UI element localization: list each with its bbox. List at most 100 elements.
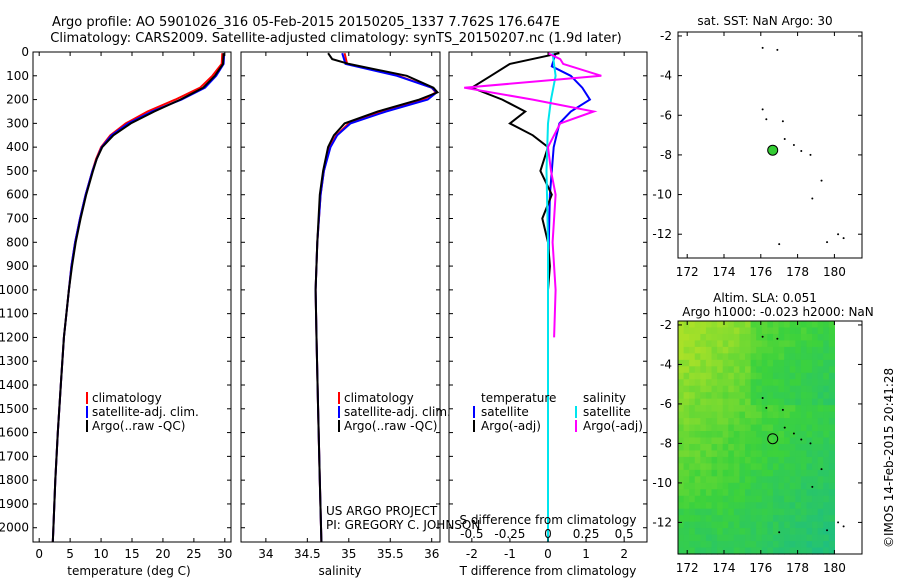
sla-cell (800, 372, 808, 380)
sla-cell (784, 431, 791, 439)
sla-cell (800, 379, 808, 387)
sla-cell (784, 482, 791, 490)
sla-cell (694, 392, 701, 400)
sla-cell (789, 411, 796, 419)
y-tick-label: 1400 (0, 378, 29, 392)
sla-cell (767, 521, 774, 529)
sla-cell (683, 340, 690, 348)
sla-cell (784, 405, 791, 413)
sla-cell (812, 346, 819, 354)
sla-cell (828, 469, 835, 477)
sla-cell (800, 398, 808, 406)
sla-cell (823, 405, 830, 413)
sla-cell (705, 547, 713, 555)
sla-cell (683, 398, 690, 406)
sla-cell (728, 405, 735, 413)
sla-cell (772, 469, 780, 477)
sla-cell (806, 346, 813, 354)
sla-cell (806, 398, 813, 406)
sla-cell (828, 340, 835, 348)
sla-cell (756, 359, 763, 367)
sla-cell (784, 456, 791, 464)
sla-cell (817, 508, 824, 516)
sla-cell (694, 327, 701, 335)
sla-cell (789, 359, 796, 367)
sla-cell (772, 379, 780, 387)
sla-cell (733, 502, 741, 510)
sla-cell (795, 495, 802, 503)
sla-cell (745, 469, 752, 477)
sla-cell (817, 495, 824, 503)
sla-cell (756, 424, 763, 432)
sla-cell (806, 450, 813, 458)
x-tick-label: 34 (258, 547, 273, 561)
sla-cell (812, 340, 819, 348)
sla-cell (784, 515, 791, 523)
sla-cell (767, 437, 774, 445)
sla-cell (733, 508, 741, 516)
sla-cell (823, 346, 830, 354)
sla-cell (828, 353, 835, 361)
sla-cell (683, 521, 690, 529)
sla-cell (784, 547, 791, 555)
sla-cell (678, 476, 685, 484)
sla-cell (689, 353, 696, 361)
sla-cell (812, 431, 819, 439)
temperature-panel: 0100200300400500600700800900100011001200… (0, 45, 232, 578)
sla-cell (812, 463, 819, 471)
sla-cell (694, 541, 701, 549)
sla-cell (812, 476, 819, 484)
sla-cell (700, 515, 707, 523)
sla-cell (678, 353, 685, 361)
sla-cell (717, 528, 724, 536)
sla-cell (733, 443, 741, 452)
sla-cell (806, 385, 813, 393)
sla-cell (745, 385, 752, 393)
map-y-tick-label: -6 (660, 108, 672, 122)
sla-cell (750, 528, 757, 536)
argo-point (792, 144, 795, 146)
sla-cell (733, 346, 741, 354)
y-tick-label: 900 (6, 259, 29, 273)
sla-cell (789, 534, 796, 542)
legend-argo: Argo(..raw -QC) (344, 419, 437, 433)
sla-cell (722, 340, 729, 348)
sla-cell (772, 372, 780, 380)
sla-cell (772, 456, 780, 464)
sla-cell (689, 450, 696, 458)
sla-cell (705, 379, 713, 387)
sla-cell (800, 392, 808, 400)
sla-cell (705, 353, 713, 361)
sla-cell (795, 502, 802, 510)
sla-cell (689, 385, 696, 393)
sla-cell (795, 431, 802, 439)
sla-cell (778, 327, 785, 335)
sla-map-ticks: 172 174 176 178 180 -2 -4 -6 -8 -10 -12 (652, 318, 862, 575)
sla-cell (717, 450, 724, 458)
argo-point (781, 120, 784, 123)
sla-cell (689, 405, 696, 413)
sla-cell (778, 379, 785, 387)
sla-cell (795, 379, 802, 387)
sla-cell (778, 489, 785, 497)
sla-cell (717, 476, 724, 484)
sla-cell (739, 424, 746, 432)
sla-cell (750, 385, 757, 393)
temperature-ticks: 0100200300400500600700800900100011001200… (0, 45, 232, 561)
legend-t-argo: Argo(-adj) (481, 419, 541, 433)
sla-cell (733, 476, 741, 484)
sla-cell (750, 327, 757, 335)
sla-cell (683, 353, 690, 361)
sla-cell (700, 405, 707, 413)
sla-cell (717, 392, 724, 400)
sla-cell (678, 450, 685, 458)
argo-point (761, 108, 764, 111)
sla-cell (767, 469, 774, 477)
sla-cell (778, 476, 785, 484)
sla-cell (767, 366, 774, 374)
sla-cell (739, 456, 746, 464)
sla-cell (812, 327, 819, 335)
sla-cell (722, 333, 729, 342)
sla-cell (689, 508, 696, 516)
sla-cell (778, 443, 785, 452)
